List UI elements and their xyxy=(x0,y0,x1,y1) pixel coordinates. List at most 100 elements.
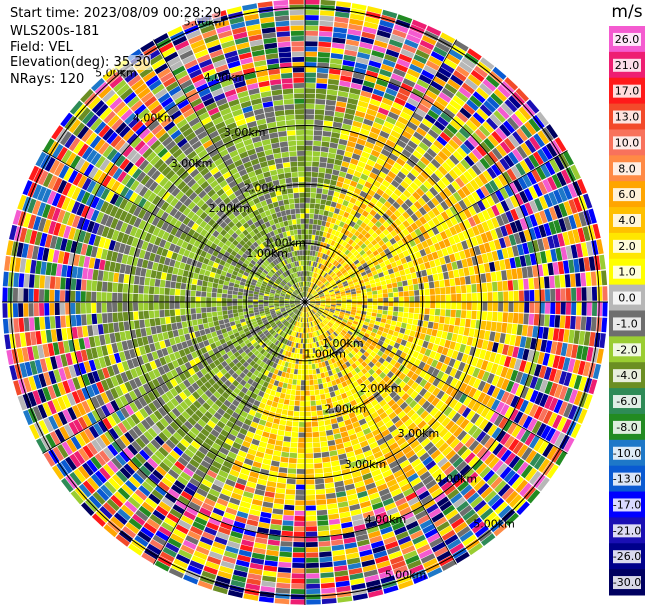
velocity-cell xyxy=(421,193,431,203)
velocity-cell xyxy=(326,330,331,336)
velocity-cell xyxy=(316,336,320,342)
velocity-cell xyxy=(552,328,560,341)
velocity-cell xyxy=(459,382,468,393)
velocity-cell xyxy=(322,339,327,345)
velocity-cell xyxy=(332,32,347,39)
velocity-cell xyxy=(146,518,160,530)
velocity-cell xyxy=(412,403,422,413)
velocity-cell xyxy=(314,389,320,396)
velocity-cell xyxy=(420,494,433,505)
velocity-cell xyxy=(397,502,410,512)
velocity-cell xyxy=(319,306,325,309)
velocity-cell xyxy=(312,321,316,326)
velocity-cell xyxy=(319,556,333,563)
velocity-cell xyxy=(433,100,446,112)
velocity-cell xyxy=(552,355,561,369)
velocity-cell xyxy=(128,476,141,488)
velocity-cell xyxy=(256,319,262,324)
velocity-cell xyxy=(464,155,475,167)
velocity-cell xyxy=(279,324,284,329)
velocity-cell xyxy=(436,223,444,233)
velocity-cell xyxy=(332,362,338,369)
velocity-cell xyxy=(393,565,408,575)
velocity-cell xyxy=(140,328,147,337)
velocity-cell xyxy=(367,235,375,243)
velocity-cell xyxy=(458,372,467,382)
velocity-cell xyxy=(381,179,391,188)
velocity-cell xyxy=(420,410,429,420)
velocity-cell xyxy=(451,412,461,423)
velocity-cell xyxy=(444,484,456,496)
velocity-cell xyxy=(154,317,161,326)
velocity-cell xyxy=(305,432,313,438)
velocity-cell xyxy=(514,110,528,124)
velocity-cell xyxy=(376,330,383,336)
velocity-cell xyxy=(123,321,130,331)
velocity-cell xyxy=(469,346,477,357)
velocity-cell xyxy=(414,539,429,550)
velocity-cell xyxy=(295,303,301,306)
velocity-cell xyxy=(185,506,199,516)
velocity-cell xyxy=(234,482,246,491)
velocity-cell xyxy=(446,246,454,255)
velocity-cell xyxy=(143,522,157,534)
velocity-cell xyxy=(468,440,480,452)
velocity-cell xyxy=(427,366,435,375)
velocity-cell xyxy=(494,501,508,515)
velocity-cell xyxy=(545,289,551,301)
velocity-cell xyxy=(81,400,91,414)
velocity-cell xyxy=(332,338,338,344)
velocity-cell xyxy=(355,485,367,494)
velocity-cell xyxy=(436,249,444,258)
velocity-cell xyxy=(370,184,379,193)
velocity-cell xyxy=(250,504,262,512)
velocity-cell xyxy=(306,317,309,323)
velocity-cell xyxy=(305,218,309,224)
velocity-cell xyxy=(418,141,429,152)
velocity-cell xyxy=(326,324,331,329)
velocity-cell xyxy=(415,49,430,60)
velocity-cell xyxy=(308,282,311,287)
velocity-cell xyxy=(332,428,340,435)
velocity-cell xyxy=(357,322,364,328)
velocity-cell xyxy=(23,377,32,393)
velocity-cell xyxy=(509,334,517,346)
velocity-cell xyxy=(286,323,291,328)
velocity-cell xyxy=(527,349,535,362)
velocity-cell xyxy=(326,275,331,280)
velocity-cell xyxy=(307,271,310,277)
velocity-cell xyxy=(167,469,180,480)
velocity-cell xyxy=(492,443,504,456)
velocity-cell xyxy=(458,361,466,372)
velocity-cell xyxy=(397,535,412,546)
velocity-cell xyxy=(462,103,476,115)
velocity-cell xyxy=(169,337,176,346)
velocity-cell xyxy=(72,377,81,390)
velocity-cell xyxy=(265,313,271,317)
velocity-cell xyxy=(319,156,328,163)
velocity-cell xyxy=(371,93,383,102)
velocity-cell xyxy=(208,386,217,395)
velocity-cell xyxy=(501,487,515,501)
velocity-cell xyxy=(239,427,248,436)
velocity-cell xyxy=(301,369,305,375)
velocity-cell xyxy=(599,254,606,270)
velocity-cell xyxy=(393,162,403,171)
velocity-cell xyxy=(365,70,379,79)
velocity-cell xyxy=(402,334,409,341)
velocity-cell xyxy=(131,513,146,526)
velocity-cell xyxy=(97,420,108,433)
velocity-cell xyxy=(525,450,537,464)
velocity-cell xyxy=(373,192,382,201)
velocity-cell xyxy=(306,547,319,553)
velocity-cell xyxy=(511,323,518,335)
velocity-cell xyxy=(369,441,379,450)
velocity-cell xyxy=(176,342,184,351)
velocity-cell xyxy=(509,494,523,508)
velocity-cell xyxy=(351,306,357,310)
velocity-cell xyxy=(328,211,334,218)
velocity-cell xyxy=(347,456,357,463)
velocity-cell xyxy=(415,146,426,156)
velocity-cell xyxy=(256,359,262,366)
velocity-cell xyxy=(410,135,421,146)
